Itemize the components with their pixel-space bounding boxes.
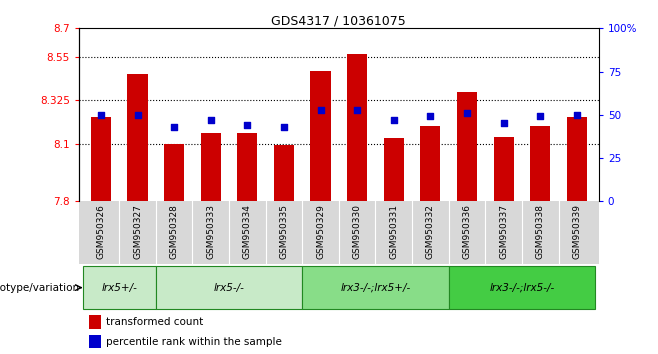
Bar xyxy=(347,54,367,201)
Text: GSM950328: GSM950328 xyxy=(170,204,178,259)
Bar xyxy=(494,137,514,201)
Text: GSM950332: GSM950332 xyxy=(426,204,435,259)
Point xyxy=(572,112,582,118)
Bar xyxy=(164,144,184,201)
Text: lrx5+/-: lrx5+/- xyxy=(101,282,137,293)
Point xyxy=(95,112,106,118)
Text: lrx3-/-;lrx5-/-: lrx3-/-;lrx5-/- xyxy=(490,282,555,293)
Text: lrx3-/-;lrx5+/-: lrx3-/-;lrx5+/- xyxy=(340,282,411,293)
Point xyxy=(462,110,472,116)
Title: GDS4317 / 10361075: GDS4317 / 10361075 xyxy=(272,14,406,27)
Text: GSM950333: GSM950333 xyxy=(206,204,215,259)
Text: GSM950329: GSM950329 xyxy=(316,204,325,259)
Bar xyxy=(567,117,587,201)
Bar xyxy=(89,335,101,348)
Point xyxy=(242,122,253,128)
Text: percentile rank within the sample: percentile rank within the sample xyxy=(106,337,282,347)
Bar xyxy=(91,117,111,201)
Point xyxy=(498,121,509,126)
Text: GSM950336: GSM950336 xyxy=(463,204,472,259)
Bar xyxy=(420,126,440,201)
Text: GSM950330: GSM950330 xyxy=(353,204,362,259)
Point xyxy=(388,117,399,123)
Point xyxy=(205,117,216,123)
Point xyxy=(535,114,545,119)
Point xyxy=(352,107,363,112)
Text: lrx5-/-: lrx5-/- xyxy=(214,282,245,293)
Bar xyxy=(83,267,156,309)
Text: GSM950339: GSM950339 xyxy=(572,204,581,259)
Text: GSM950327: GSM950327 xyxy=(133,204,142,259)
Bar xyxy=(311,70,330,201)
Text: GSM950326: GSM950326 xyxy=(97,204,105,259)
Bar xyxy=(530,126,550,201)
Text: GSM950337: GSM950337 xyxy=(499,204,508,259)
Bar xyxy=(128,74,147,201)
Text: GSM950334: GSM950334 xyxy=(243,204,252,259)
Point xyxy=(169,124,180,130)
Bar xyxy=(201,133,221,201)
Text: GSM950331: GSM950331 xyxy=(390,204,398,259)
Bar xyxy=(457,92,477,201)
Point xyxy=(315,107,326,112)
Bar xyxy=(89,315,101,329)
Point xyxy=(425,114,436,119)
Text: transformed count: transformed count xyxy=(106,317,203,327)
Text: GSM950338: GSM950338 xyxy=(536,204,545,259)
Point xyxy=(132,112,143,118)
Bar xyxy=(449,267,595,309)
Bar xyxy=(384,138,404,201)
Bar xyxy=(302,267,449,309)
Bar xyxy=(238,133,257,201)
Text: GSM950335: GSM950335 xyxy=(280,204,288,259)
Bar xyxy=(274,144,294,201)
Point xyxy=(279,124,290,130)
Bar xyxy=(156,267,302,309)
Text: genotype/variation: genotype/variation xyxy=(0,282,80,293)
